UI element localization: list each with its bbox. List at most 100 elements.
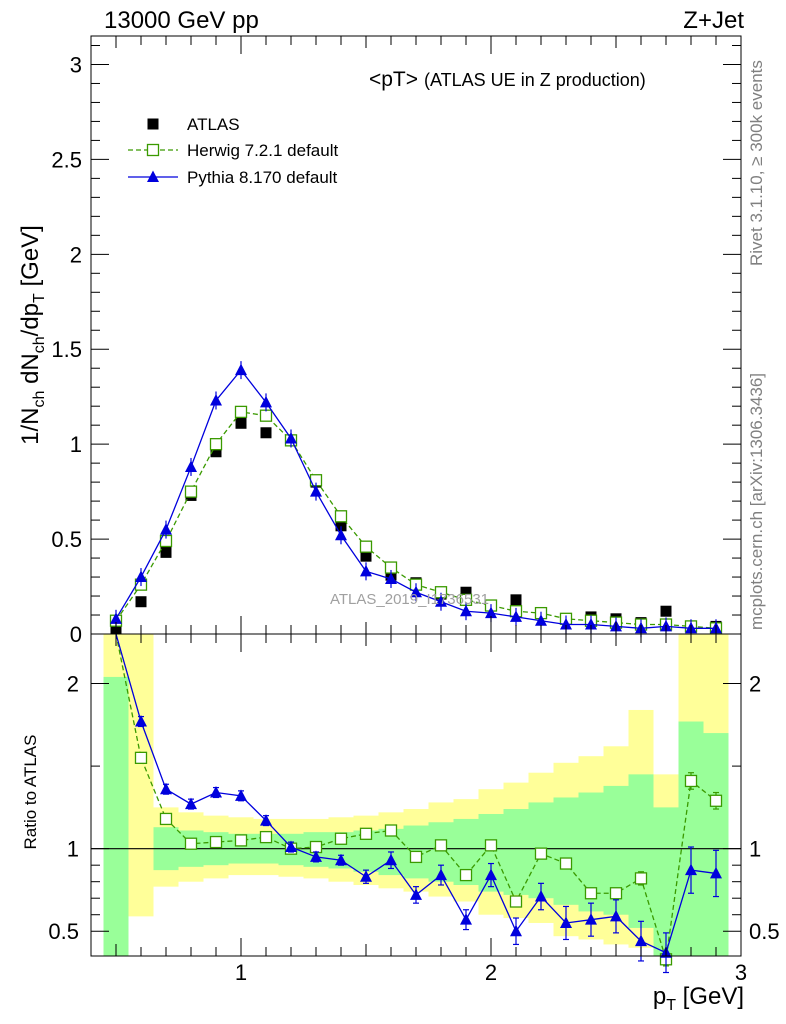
- ratio-uncertainty-band-inner: [678, 721, 704, 956]
- main-y-tick-label: 1.5: [51, 337, 82, 362]
- main-y-tick-label: 2.5: [51, 147, 82, 172]
- ratio-data-point: [134, 751, 148, 764]
- main-data-point: [359, 540, 373, 553]
- main-data-point: [285, 431, 297, 444]
- ratio-data-point: [485, 868, 497, 881]
- mcplots-reference-label: mcplots.cern.ch [arXiv:1306.3436]: [747, 373, 766, 630]
- main-data-point: [259, 409, 273, 422]
- ratio-data-point: [684, 774, 698, 788]
- main-data-point: [210, 446, 222, 458]
- ratio-uncertainty-band-inner: [703, 733, 729, 956]
- ratio-data-point: [534, 847, 548, 860]
- ratio-data-point: [234, 834, 248, 847]
- main-data-point: [235, 417, 247, 429]
- main-data-point: [660, 605, 672, 617]
- legend-label: ATLAS: [187, 115, 240, 134]
- ratio-data-point: [560, 916, 572, 928]
- ratio-y-tick-label: 1: [67, 837, 79, 862]
- ratio-data-point: [184, 837, 198, 850]
- x-tick-label: 1: [235, 960, 247, 985]
- main-y-tick-label: 1: [70, 432, 82, 457]
- main-plot-subtitle: (ATLAS UE in Z production): [424, 70, 646, 90]
- main-axes: 0 0.5 1 1.5 2 2.5 3: [51, 36, 742, 647]
- legend-label: Herwig 7.2.1 default: [187, 141, 338, 160]
- main-data-point: [135, 570, 147, 583]
- ratio-panel: 0.5 0.5 1 1 2 2 1 2 3 Ratio to ATLAS pT [GeV]: [21, 633, 780, 1014]
- ratio-uncertainty-band-inner: [628, 774, 654, 928]
- main-data-point: [585, 618, 597, 630]
- main-data-point: [535, 614, 547, 626]
- main-data-point: [335, 528, 347, 541]
- ratio-data-point: [559, 857, 573, 870]
- header-left-label: 13000 GeV pp: [104, 7, 259, 34]
- ratio-data-point: [535, 890, 547, 902]
- rivet-version-label: Rivet 3.1.10, ≥ 300k events: [747, 60, 766, 266]
- main-data-point: [135, 596, 147, 608]
- ratio-data-point: [584, 887, 598, 900]
- ratio-data-point: [509, 895, 523, 908]
- main-y-axis-title: 1/Nch dNch/dpT [GeV]: [17, 225, 48, 445]
- ratio-axes: 0.5 0.5 1 1 2 2 1 2 3: [48, 634, 780, 985]
- main-data-point: [260, 427, 272, 439]
- ratio-uncertainty-band-inner: [503, 809, 529, 895]
- ratio-data-point: [334, 832, 348, 845]
- ratio-data-point: [159, 812, 173, 826]
- ratio-y-tick-label: 0.5: [48, 919, 79, 944]
- ratio-data-point: [384, 824, 398, 837]
- ratio-y-tick-label-right: 2: [749, 672, 761, 697]
- main-data-point: [185, 460, 197, 472]
- legend-marker: [147, 118, 159, 130]
- ratio-data-point: [259, 830, 273, 844]
- ratio-data-point: [435, 868, 447, 881]
- main-data-point: [510, 610, 522, 622]
- ratio-marks: [91, 633, 741, 974]
- main-data-point: [435, 595, 447, 607]
- main-data-point: [360, 564, 372, 577]
- ratio-data-point: [460, 913, 472, 925]
- main-data-point: [210, 393, 222, 406]
- main-data-point: [235, 363, 247, 376]
- ratio-data-point: [459, 868, 473, 882]
- main-data-point: [160, 546, 172, 558]
- ratio-data-point: [335, 853, 347, 866]
- ratio-data-point: [235, 789, 247, 801]
- ratio-data-point: [310, 850, 322, 862]
- ratio-data-point: [709, 794, 723, 807]
- main-data-point: [110, 612, 122, 624]
- main-y-tick-label: 0: [70, 622, 82, 647]
- ratio-data-point: [710, 866, 722, 879]
- x-tick-label: 3: [735, 960, 747, 985]
- ratio-data-point: [634, 872, 648, 885]
- ratio-uncertainty-band-inner: [553, 797, 579, 905]
- main-plot-title: <pT>: [369, 68, 418, 91]
- main-data-point: [334, 510, 348, 523]
- ratio-data-point: [185, 797, 197, 810]
- ratio-data-point: [359, 827, 373, 840]
- ratio-data-point: [410, 888, 422, 900]
- legend-marker: [146, 143, 160, 157]
- ratio-data-point: [409, 850, 423, 864]
- main-data-point: [260, 395, 272, 408]
- main-data-point: [310, 485, 322, 497]
- ratio-data-point: [209, 835, 223, 849]
- main-data-point: [160, 523, 172, 535]
- main-data-point: [209, 438, 223, 451]
- legend: ATLAS Herwig 7.2.1 default Pythia 8.170 de…: [128, 115, 338, 187]
- ratio-data-point: [360, 870, 372, 882]
- ratio-data-point: [610, 909, 622, 922]
- ratio-data-point: [210, 786, 222, 798]
- main-y-tick-label: 2: [70, 242, 82, 267]
- ratio-data-point: [434, 839, 448, 852]
- header-right-label: Z+Jet: [683, 7, 744, 34]
- ratio-data-point: [135, 715, 147, 727]
- ratio-y-tick-label-right: 0.5: [749, 919, 780, 944]
- ratio-data-point: [685, 863, 697, 876]
- main-data-point: [460, 586, 472, 598]
- ratio-data-point: [635, 934, 647, 947]
- ratio-data-point: [385, 853, 397, 866]
- x-axis-title: pT [GeV]: [653, 983, 744, 1014]
- main-data-point: [335, 520, 347, 532]
- ratio-data-point: [609, 887, 623, 900]
- main-data-point: [360, 550, 372, 562]
